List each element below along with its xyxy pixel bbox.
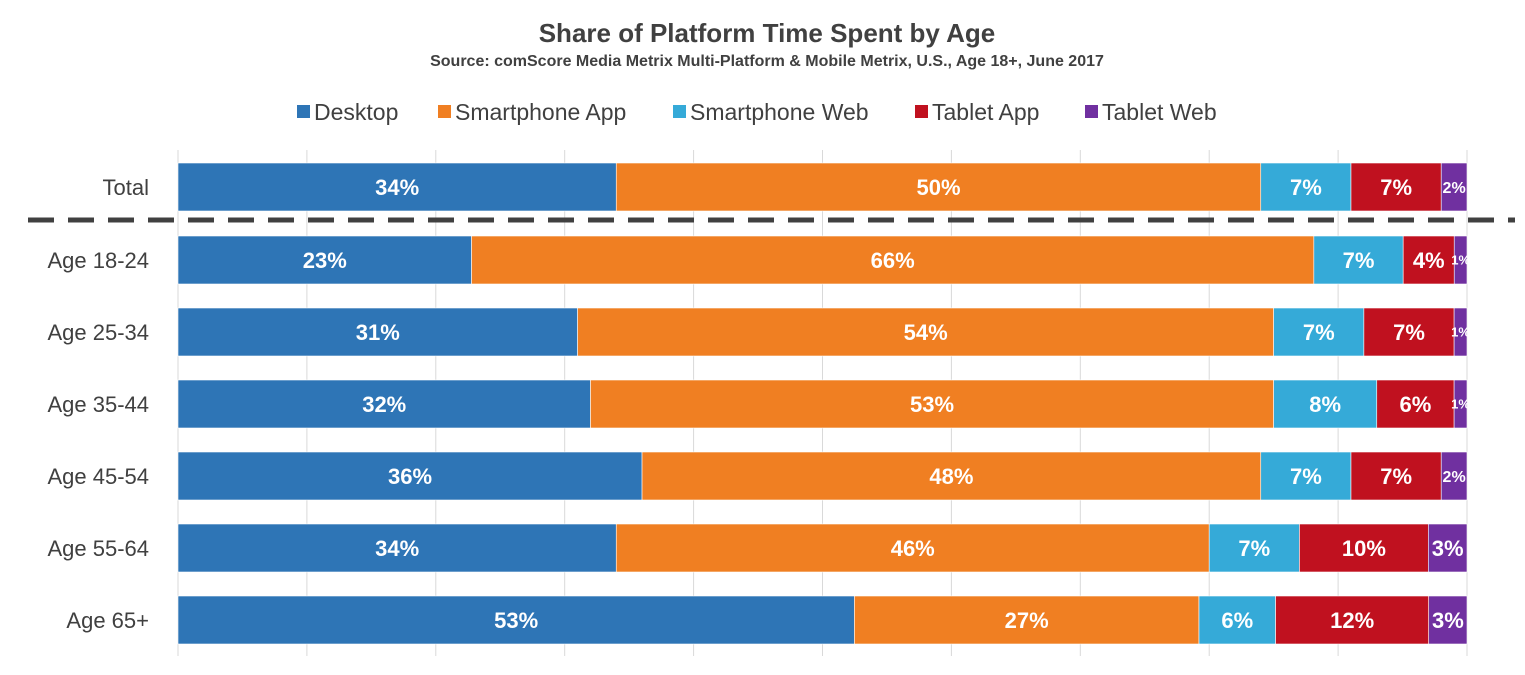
bar-segment <box>615 162 1262 212</box>
bar-segment <box>1273 307 1365 357</box>
bar-value-label: 6% <box>1400 392 1432 417</box>
bar-value-label: 7% <box>1290 175 1322 200</box>
bar-value-label: 7% <box>1393 320 1425 345</box>
bar-value-label: 7% <box>1380 175 1412 200</box>
bar-value-label: 7% <box>1303 320 1335 345</box>
legend-label: Smartphone Web <box>690 99 869 125</box>
bar-segment <box>577 307 1274 357</box>
bar-value-label: 27% <box>1005 608 1049 633</box>
bar-value-label: 4% <box>1413 248 1445 273</box>
bar-segment <box>854 595 1200 645</box>
bar-value-label: 1% <box>1451 253 1470 268</box>
bar-segment <box>177 379 591 429</box>
bar-value-label: 12% <box>1330 608 1374 633</box>
bar-segment <box>177 162 617 212</box>
bar-value-label: 3% <box>1432 536 1464 561</box>
category-label: Age 65+ <box>66 608 149 633</box>
bar-segment <box>1198 595 1276 645</box>
bar-value-label: 50% <box>916 175 960 200</box>
bar-segment <box>177 451 643 501</box>
bar-segment <box>177 595 855 645</box>
bar-segment <box>1376 379 1455 429</box>
category-label: Age 55-64 <box>47 536 149 561</box>
category-label: Age 18-24 <box>47 248 149 273</box>
category-labels: Total Age 18-24 Age 25-34 Age 35-44 Age 45-5… <box>47 175 149 633</box>
legend-swatch <box>297 105 310 118</box>
bar-segment <box>1402 235 1455 285</box>
bar-segment <box>471 235 1315 285</box>
bar-segment <box>1260 162 1352 212</box>
bar-value-label: 6% <box>1221 608 1253 633</box>
legend-label: Tablet App <box>932 99 1039 125</box>
bar-value-label: 66% <box>871 248 915 273</box>
bar-value-label: 2% <box>1443 180 1466 197</box>
category-label: Age 35-44 <box>47 392 149 417</box>
bar-segment <box>1453 235 1468 285</box>
chart-subtitle: Source: comScore Media Metrix Multi-Plat… <box>430 53 1104 70</box>
bar-segment <box>177 523 617 573</box>
bar-value-label: 46% <box>891 536 935 561</box>
bar-segment <box>1440 451 1468 501</box>
bar-value-label: 10% <box>1342 536 1386 561</box>
bar-segment <box>1453 307 1468 357</box>
category-label: Age 25-34 <box>47 320 149 345</box>
bar-segment <box>1350 162 1442 212</box>
bar-value-label: 53% <box>910 392 954 417</box>
legend-label: Tablet Web <box>1102 99 1217 125</box>
bar-value-label: 7% <box>1290 464 1322 489</box>
bar-value-label: 23% <box>303 248 347 273</box>
bar-value-label: 7% <box>1343 248 1375 273</box>
legend-swatch <box>438 105 451 118</box>
bar-value-label: 7% <box>1380 464 1412 489</box>
bar-value-label: 32% <box>362 392 406 417</box>
bar-segment <box>1208 523 1300 573</box>
bar-segment <box>177 235 472 285</box>
bar-segment <box>177 307 578 357</box>
bar-segment <box>1440 162 1468 212</box>
legend-label: Smartphone App <box>455 99 626 125</box>
bar-value-label: 1% <box>1451 325 1470 340</box>
bar-value-label: 8% <box>1309 392 1341 417</box>
bar-value-label: 34% <box>375 536 419 561</box>
bar-value-label: 7% <box>1238 536 1270 561</box>
bar-value-label: 34% <box>375 175 419 200</box>
bar-value-label: 1% <box>1451 397 1470 412</box>
bar-segment <box>641 451 1262 501</box>
bar-segment <box>1350 451 1442 501</box>
bar-segment <box>1428 523 1468 573</box>
bar-segment <box>1275 595 1430 645</box>
legend-swatch <box>915 105 928 118</box>
bar-value-label: 36% <box>388 464 432 489</box>
bar-value-label: 3% <box>1432 608 1464 633</box>
bar-value-label: 31% <box>356 320 400 345</box>
category-label: Age 45-54 <box>47 464 149 489</box>
bar-value-label: 54% <box>904 320 948 345</box>
bar-segment <box>1428 595 1468 645</box>
bar-segment <box>590 379 1274 429</box>
legend-swatch <box>673 105 686 118</box>
bar-value-label: 53% <box>494 608 538 633</box>
category-label: Total <box>103 175 149 200</box>
bar-value-label: 48% <box>929 464 973 489</box>
bar-segment <box>1363 307 1455 357</box>
legend: Desktop Smartphone App Smartphone Web Table… <box>297 99 1217 125</box>
bar-segment <box>1453 379 1468 429</box>
bar-segment <box>1260 451 1352 501</box>
legend-swatch <box>1085 105 1098 118</box>
bar-segment <box>1299 523 1429 573</box>
chart-title: Share of Platform Time Spent by Age <box>539 18 996 48</box>
bar-segment <box>1273 379 1378 429</box>
bar-value-label: 2% <box>1443 469 1466 486</box>
legend-label: Desktop <box>314 99 398 125</box>
bars: 34% 50% 7% 7% 2% 23% 66% 7% 4% 1% 31% 54% 7% 7% 1% 32% 5… <box>177 162 1470 645</box>
